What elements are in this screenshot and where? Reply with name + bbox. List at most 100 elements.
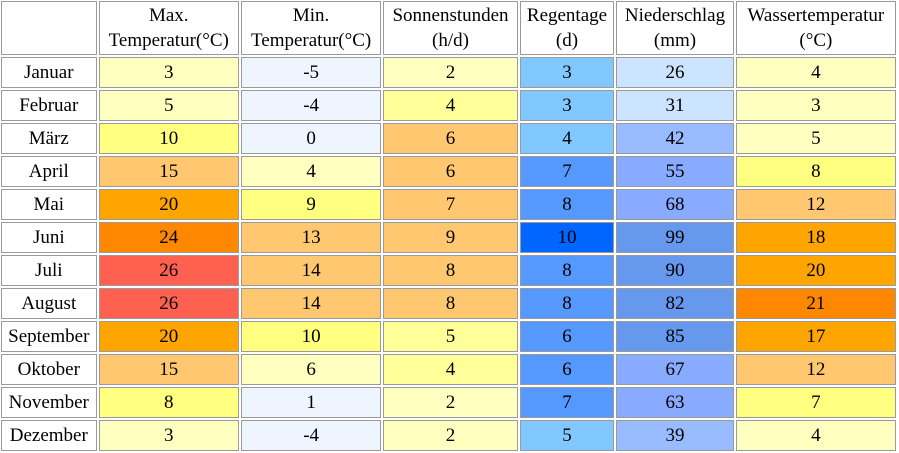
water-temp-cell: 20 [735, 255, 896, 286]
precipitation-cell: 26 [616, 57, 734, 88]
month-label: April [1, 156, 97, 187]
header-min-temp: Min. Temperatur(°C) [240, 1, 382, 55]
precipitation-cell: 99 [616, 222, 734, 253]
max-temp-cell: 8 [98, 387, 239, 418]
sun-hours-cell: 4 [383, 90, 518, 121]
precipitation-cell: 82 [616, 288, 734, 319]
water-temp-cell: 12 [735, 354, 896, 385]
table-row: März 10 0 6 4 42 5 [1, 123, 896, 154]
sun-hours-cell: 8 [383, 288, 518, 319]
precipitation-cell: 42 [616, 123, 734, 154]
rain-days-cell: 8 [519, 255, 615, 286]
water-temp-cell: 17 [735, 321, 896, 352]
max-temp-cell: 20 [98, 189, 239, 220]
max-temp-cell: 3 [98, 420, 239, 451]
table-row: Juli 26 14 8 8 90 20 [1, 255, 896, 286]
rain-days-cell: 3 [519, 90, 615, 121]
max-temp-cell: 3 [98, 57, 239, 88]
max-temp-cell: 15 [98, 156, 239, 187]
header-precipitation: Niederschlag (mm) [616, 1, 734, 55]
header-max-temp-line1: Max. [148, 5, 189, 26]
header-sun-hours-line2: (h/d) [432, 30, 469, 51]
max-temp-cell: 26 [98, 255, 239, 286]
max-temp-cell: 10 [98, 123, 239, 154]
table-row: Juni 24 13 9 10 99 18 [1, 222, 896, 253]
max-temp-cell: 15 [98, 354, 239, 385]
max-temp-cell: 26 [98, 288, 239, 319]
rain-days-cell: 4 [519, 123, 615, 154]
month-label: Januar [1, 57, 97, 88]
water-temp-cell: 4 [735, 57, 896, 88]
month-label: Oktober [1, 354, 97, 385]
min-temp-cell: -5 [240, 57, 382, 88]
min-temp-cell: 10 [240, 321, 382, 352]
sun-hours-cell: 8 [383, 255, 518, 286]
table-row: April 15 4 6 7 55 8 [1, 156, 896, 187]
table-row: Januar 3 -5 2 3 26 4 [1, 57, 896, 88]
month-label: März [1, 123, 97, 154]
table-row: November 8 1 2 7 63 7 [1, 387, 896, 418]
precipitation-cell: 90 [616, 255, 734, 286]
table-row: Mai 20 9 7 8 68 12 [1, 189, 896, 220]
precipitation-cell: 31 [616, 90, 734, 121]
rain-days-cell: 7 [519, 156, 615, 187]
month-label: Juni [1, 222, 97, 253]
table-row: September 20 10 5 6 85 17 [1, 321, 896, 352]
precipitation-cell: 68 [616, 189, 734, 220]
precipitation-cell: 63 [616, 387, 734, 418]
water-temp-cell: 7 [735, 387, 896, 418]
min-temp-cell: 4 [240, 156, 382, 187]
table-row: Oktober 15 6 4 6 67 12 [1, 354, 896, 385]
min-temp-cell: 1 [240, 387, 382, 418]
water-temp-cell: 18 [735, 222, 896, 253]
max-temp-cell: 24 [98, 222, 239, 253]
table-row: Dezember 3 -4 2 5 39 4 [1, 420, 896, 451]
rain-days-cell: 3 [519, 57, 615, 88]
sun-hours-cell: 2 [383, 420, 518, 451]
header-precipitation-line1: Niederschlag [624, 5, 726, 26]
header-water-temp: Wassertemperatur (°C) [735, 1, 896, 55]
header-rain-days-line1: Regentage [526, 5, 608, 26]
sun-hours-cell: 2 [383, 387, 518, 418]
month-label: November [1, 387, 97, 418]
min-temp-cell: 13 [240, 222, 382, 253]
sun-hours-cell: 6 [383, 156, 518, 187]
month-label: Mai [1, 189, 97, 220]
header-water-temp-line1: Wassertemperatur [747, 5, 885, 26]
month-label: August [1, 288, 97, 319]
min-temp-cell: -4 [240, 90, 382, 121]
water-temp-cell: 12 [735, 189, 896, 220]
precipitation-cell: 39 [616, 420, 734, 451]
month-label: Dezember [1, 420, 97, 451]
precipitation-cell: 67 [616, 354, 734, 385]
min-temp-cell: 14 [240, 255, 382, 286]
header-sun-hours: Sonnenstunden (h/d) [383, 1, 518, 55]
water-temp-cell: 3 [735, 90, 896, 121]
table-body: Januar 3 -5 2 3 26 4 Februar 5 -4 4 3 31 3 März 10 0 6 4 42… [1, 57, 896, 451]
header-precipitation-line2: (mm) [653, 30, 697, 51]
rain-days-cell: 5 [519, 420, 615, 451]
min-temp-cell: 14 [240, 288, 382, 319]
min-temp-cell: -4 [240, 420, 382, 451]
rain-days-cell: 6 [519, 321, 615, 352]
water-temp-cell: 5 [735, 123, 896, 154]
water-temp-cell: 21 [735, 288, 896, 319]
sun-hours-cell: 7 [383, 189, 518, 220]
rain-days-cell: 7 [519, 387, 615, 418]
table-row: August 26 14 8 8 82 21 [1, 288, 896, 319]
header-min-temp-line1: Min. [292, 5, 330, 26]
precipitation-cell: 85 [616, 321, 734, 352]
water-temp-cell: 4 [735, 420, 896, 451]
header-max-temp-line2: Temperatur(°C) [108, 30, 229, 51]
min-temp-cell: 0 [240, 123, 382, 154]
month-label: Juli [1, 255, 97, 286]
sun-hours-cell: 5 [383, 321, 518, 352]
sun-hours-cell: 9 [383, 222, 518, 253]
header-corner [1, 1, 97, 55]
header-sun-hours-line1: Sonnenstunden [392, 5, 509, 26]
water-temp-cell: 8 [735, 156, 896, 187]
sun-hours-cell: 2 [383, 57, 518, 88]
month-label: Februar [1, 90, 97, 121]
header-max-temp: Max. Temperatur(°C) [98, 1, 239, 55]
